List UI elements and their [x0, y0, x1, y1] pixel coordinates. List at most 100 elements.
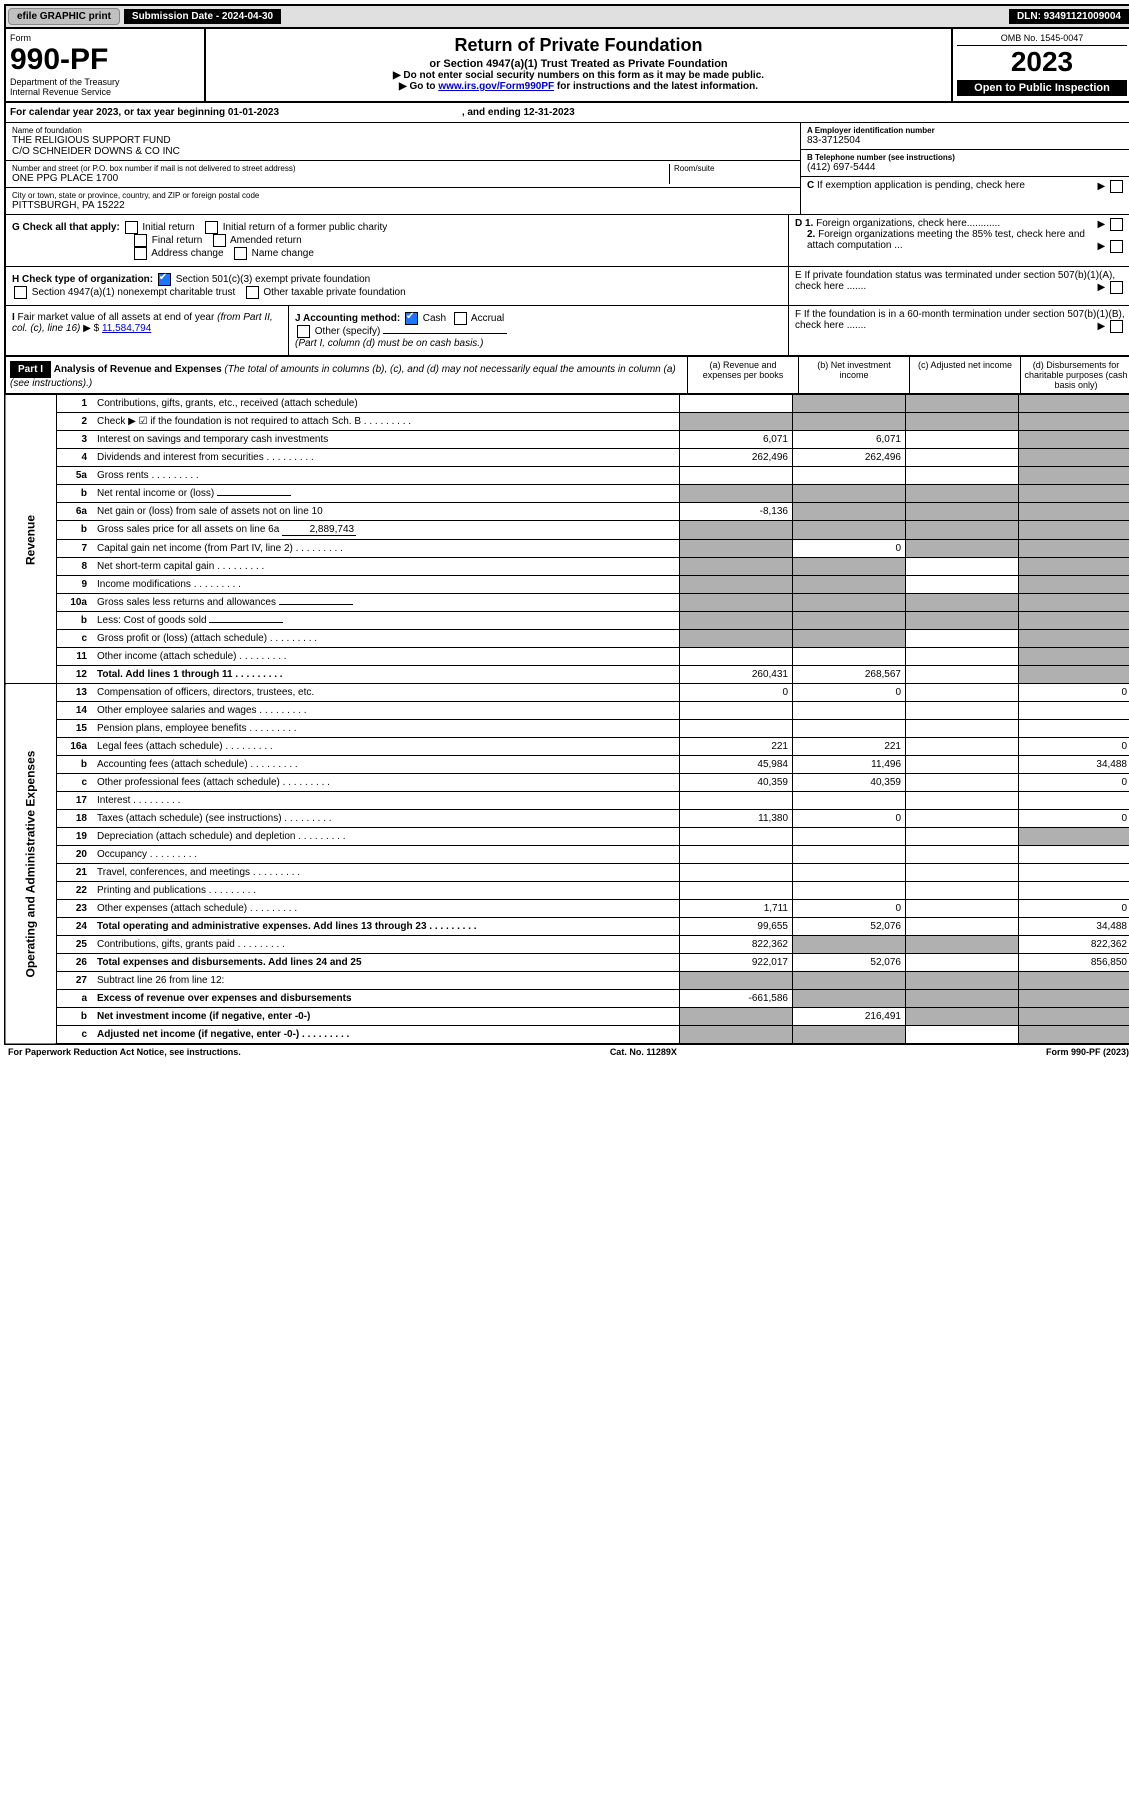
line-desc: Contributions, gifts, grants paid . . . …	[93, 936, 680, 954]
g-name-change[interactable]	[234, 247, 247, 260]
line-number: 9	[57, 576, 94, 594]
top-bar: efile GRAPHIC print Submission Date - 20…	[4, 4, 1129, 29]
line-desc: Other employee salaries and wages . . . …	[93, 702, 680, 720]
line-desc: Contributions, gifts, grants, etc., rece…	[93, 395, 680, 413]
line-desc: Excess of revenue over expenses and disb…	[93, 990, 680, 1008]
table-row: cAdjusted net income (if negative, enter…	[5, 1026, 1129, 1045]
g-amended-return[interactable]	[213, 234, 226, 247]
line-desc: Legal fees (attach schedule) . . . . . .…	[93, 738, 680, 756]
page-footer: For Paperwork Reduction Act Notice, see …	[4, 1045, 1129, 1059]
line-desc: Depreciation (attach schedule) and deple…	[93, 828, 680, 846]
line-desc: Total. Add lines 1 through 11 . . . . . …	[93, 666, 680, 684]
g-initial-former[interactable]	[205, 221, 218, 234]
line-desc: Other expenses (attach schedule) . . . .…	[93, 900, 680, 918]
form-word: Form	[10, 33, 200, 43]
c-checkbox[interactable]	[1110, 180, 1123, 193]
table-row: 19Depreciation (attach schedule) and dep…	[5, 828, 1129, 846]
j-other-checkbox[interactable]	[297, 325, 310, 338]
line-desc: Net rental income or (loss)	[93, 485, 680, 503]
line-number: b	[57, 485, 94, 503]
c-label: C If exemption application is pending, c…	[807, 180, 1025, 191]
h-other-checkbox[interactable]	[246, 286, 259, 299]
form990pf-link[interactable]: www.irs.gov/Form990PF	[438, 81, 554, 92]
efile-print-button[interactable]: efile GRAPHIC print	[8, 8, 120, 25]
h-4947-checkbox[interactable]	[14, 286, 27, 299]
line-number: 8	[57, 558, 94, 576]
line-desc: Dividends and interest from securities .…	[93, 449, 680, 467]
line-desc: Printing and publications . . . . . . . …	[93, 882, 680, 900]
g-final-return[interactable]	[134, 234, 147, 247]
line-number: b	[57, 521, 94, 540]
d1-checkbox[interactable]	[1110, 218, 1123, 231]
e-checkbox[interactable]	[1110, 281, 1123, 294]
city-state-zip: PITTSBURGH, PA 15222	[12, 200, 794, 211]
col-a-head: (a) Revenue and expenses per books	[687, 357, 798, 393]
table-row: 15Pension plans, employee benefits . . .…	[5, 720, 1129, 738]
table-row: bAccounting fees (attach schedule) . . .…	[5, 756, 1129, 774]
form-subtitle: or Section 4947(a)(1) Trust Treated as P…	[210, 58, 947, 70]
line-number: b	[57, 756, 94, 774]
table-row: bNet investment income (if negative, ent…	[5, 1008, 1129, 1026]
table-row: cOther professional fees (attach schedul…	[5, 774, 1129, 792]
line-desc: Capital gain net income (from Part IV, l…	[93, 540, 680, 558]
table-row: 21Travel, conferences, and meetings . . …	[5, 864, 1129, 882]
g-initial-return[interactable]	[125, 221, 138, 234]
e-label: E If private foundation status was termi…	[795, 270, 1115, 292]
line-number: 24	[57, 918, 94, 936]
ein-value: 83-3712504	[807, 135, 1125, 146]
side-label: Operating and Administrative Expenses	[5, 684, 57, 1045]
line-desc: Travel, conferences, and meetings . . . …	[93, 864, 680, 882]
name-label: Name of foundation	[12, 126, 794, 135]
table-row: Revenue1Contributions, gifts, grants, et…	[5, 395, 1129, 413]
table-row: 24Total operating and administrative exp…	[5, 918, 1129, 936]
form-number: 990-PF	[10, 43, 200, 77]
fmv-link[interactable]: 11,584,794	[102, 323, 151, 334]
calendar-year-row: For calendar year 2023, or tax year begi…	[4, 103, 1129, 123]
line-number: 17	[57, 792, 94, 810]
f-checkbox[interactable]	[1110, 320, 1123, 333]
line-desc: Interest on savings and temporary cash i…	[93, 431, 680, 449]
table-row: 14Other employee salaries and wages . . …	[5, 702, 1129, 720]
table-row: 17Interest . . . . . . . . .	[5, 792, 1129, 810]
line-number: 27	[57, 972, 94, 990]
table-row: 18Taxes (attach schedule) (see instructi…	[5, 810, 1129, 828]
table-row: 4Dividends and interest from securities …	[5, 449, 1129, 467]
line-desc: Gross sales price for all assets on line…	[93, 521, 680, 540]
h-501c3-checkbox[interactable]	[158, 273, 171, 286]
line-desc: Accounting fees (attach schedule) . . . …	[93, 756, 680, 774]
open-to-public: Open to Public Inspection	[957, 80, 1127, 96]
line-number: 2	[57, 413, 94, 431]
g-row: G Check all that apply: Initial return I…	[12, 221, 782, 234]
line-number: 10a	[57, 594, 94, 612]
line-number: 13	[57, 684, 94, 702]
table-row: 20Occupancy . . . . . . . . .	[5, 846, 1129, 864]
f-label: F If the foundation is in a 60-month ter…	[795, 309, 1125, 331]
form-title: Return of Private Foundation	[210, 35, 947, 56]
omb-number: OMB No. 1545-0047	[957, 33, 1127, 46]
line-number: 15	[57, 720, 94, 738]
table-row: 2Check ▶ ☑ if the foundation is not requ…	[5, 413, 1129, 431]
table-row: bGross sales price for all assets on lin…	[5, 521, 1129, 540]
line-desc: Pension plans, employee benefits . . . .…	[93, 720, 680, 738]
line-desc: Net investment income (if negative, ente…	[93, 1008, 680, 1026]
line-desc: Net gain or (loss) from sale of assets n…	[93, 503, 680, 521]
d2-checkbox[interactable]	[1110, 240, 1123, 253]
table-row: 9Income modifications . . . . . . . . .	[5, 576, 1129, 594]
line-desc: Occupancy . . . . . . . . .	[93, 846, 680, 864]
j-accrual-checkbox[interactable]	[454, 312, 467, 325]
part1-table: Revenue1Contributions, gifts, grants, et…	[4, 394, 1129, 1045]
j-cash-checkbox[interactable]	[405, 312, 418, 325]
form-header: Form 990-PF Department of the Treasury I…	[4, 29, 1129, 103]
table-row: 7Capital gain net income (from Part IV, …	[5, 540, 1129, 558]
side-label: Revenue	[5, 395, 57, 684]
line-desc: Check ▶ ☑ if the foundation is not requi…	[93, 413, 680, 431]
cat-no: Cat. No. 11289X	[610, 1047, 677, 1057]
line-desc: Gross profit or (loss) (attach schedule)…	[93, 630, 680, 648]
g-address-change[interactable]	[134, 247, 147, 260]
line-number: a	[57, 990, 94, 1008]
table-row: 6aNet gain or (loss) from sale of assets…	[5, 503, 1129, 521]
line-desc: Net short-term capital gain . . . . . . …	[93, 558, 680, 576]
dept: Department of the Treasury	[10, 77, 200, 87]
line-number: 5a	[57, 467, 94, 485]
line-desc: Total expenses and disbursements. Add li…	[93, 954, 680, 972]
